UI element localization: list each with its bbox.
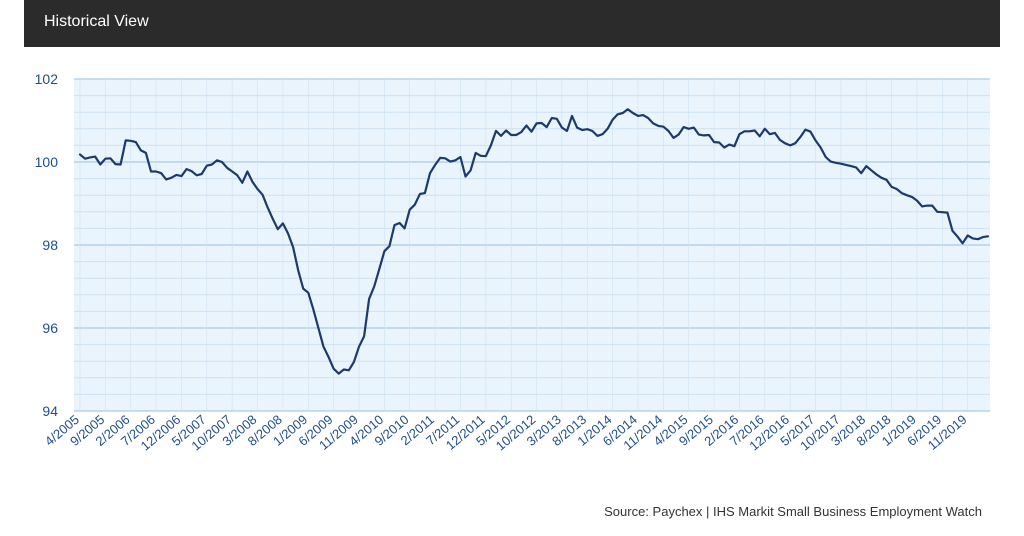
series-line bbox=[78, 108, 990, 375]
source-note: Source: Paychex | IHS Markit Small Busin… bbox=[604, 504, 982, 519]
y-tick-label: 102 bbox=[35, 71, 59, 87]
y-tick-label: 100 bbox=[35, 154, 59, 170]
y-tick-label: 96 bbox=[42, 320, 58, 336]
y-tick-label: 94 bbox=[42, 403, 58, 419]
chart-container: 94 96 98 100 102 4/2005 9/2005 2/2006 7/2006 12/2… bbox=[0, 47, 1024, 487]
y-tick-label: 98 bbox=[42, 237, 58, 253]
line-chart: 9496981001024/20059/20052/20067/200612/2… bbox=[35, 71, 990, 454]
header-bar: Historical View bbox=[24, 0, 1000, 47]
page-title: Historical View bbox=[44, 13, 149, 30]
